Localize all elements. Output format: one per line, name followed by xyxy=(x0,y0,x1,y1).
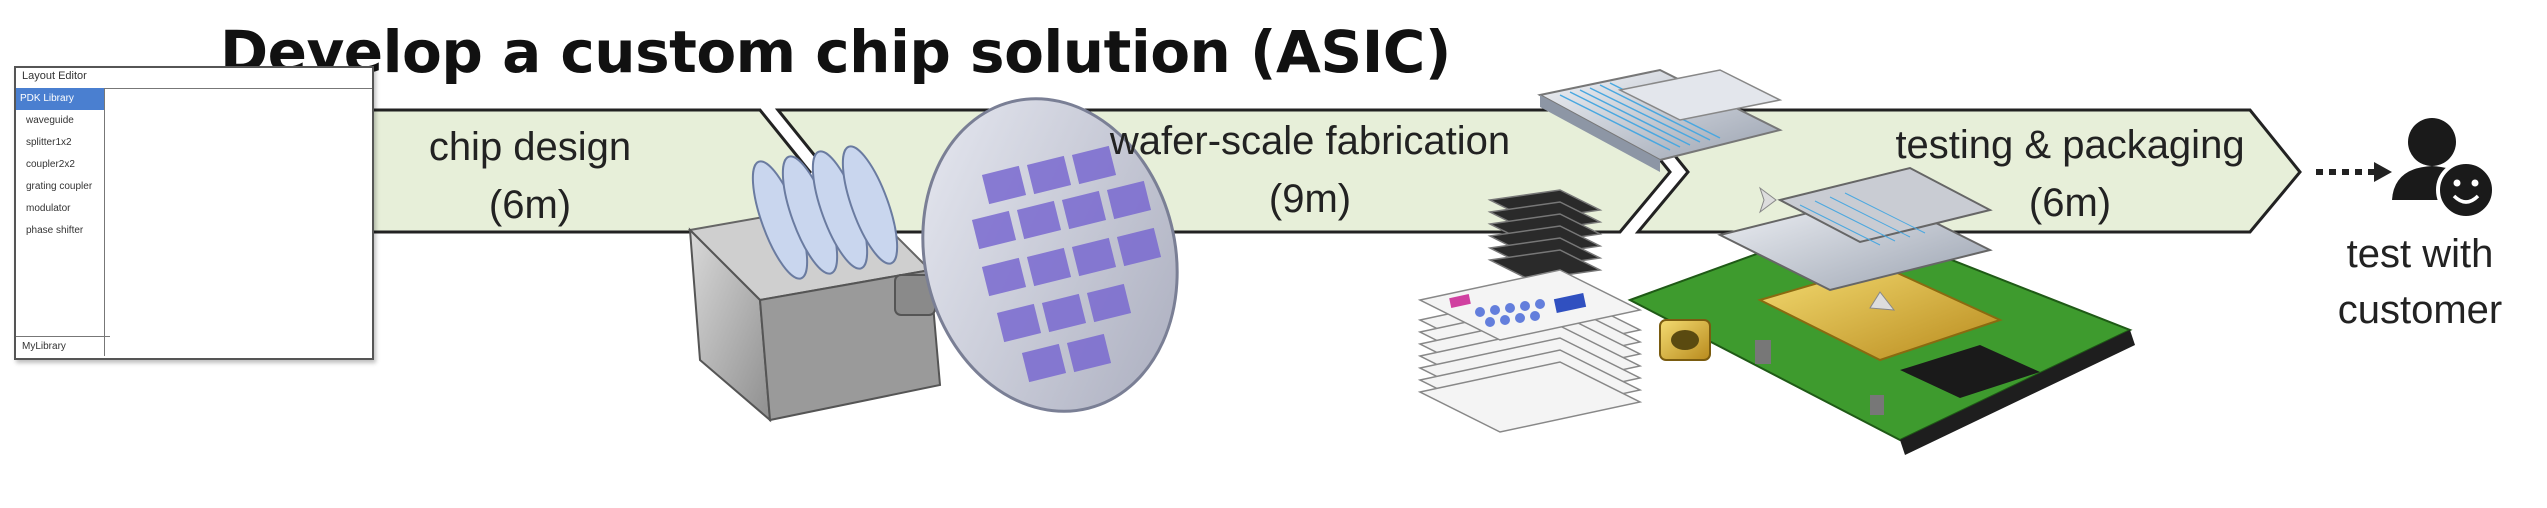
step-name: testing & packaging xyxy=(1895,123,2245,167)
photonic-chip-image xyxy=(1537,68,1783,172)
step-duration: (6m) xyxy=(488,183,572,227)
library-header: PDK Library xyxy=(16,88,104,110)
page-title: Develop a custom chip solution (ASIC) xyxy=(220,18,1451,86)
customer-label: test with customer xyxy=(2320,226,2520,338)
chip-stack-image xyxy=(1417,189,1643,433)
customer-label-line1: test with xyxy=(2346,232,2494,276)
library-item: coupler2x2 xyxy=(26,159,75,170)
library-item: grating coupler xyxy=(26,181,93,192)
customer-icon xyxy=(2392,118,2496,220)
wafer-cassette xyxy=(687,145,942,423)
wafer-image xyxy=(921,97,1179,413)
pcb-assembly-image xyxy=(1627,166,2135,455)
step-duration: (6m) xyxy=(2028,181,2112,225)
step-duration: (9m) xyxy=(1268,177,1352,221)
customer-label-line2: customer xyxy=(2337,288,2503,332)
step-chip-design: chip design (6m) xyxy=(380,118,680,234)
dotted-arrow xyxy=(2316,162,2392,182)
library-item: phase shifter xyxy=(26,225,84,236)
step-name: chip design xyxy=(428,125,632,169)
library-item: modulator xyxy=(26,203,71,214)
my-library-label: MyLibrary xyxy=(16,336,110,356)
component-library-list: PDK Library waveguide splitter1x2 couple… xyxy=(16,88,110,356)
layout-editor-window: Layout Editor PDK Library waveguide spli… xyxy=(14,66,374,360)
library-item: waveguide xyxy=(26,115,74,126)
step-testing: testing & packaging (6m) xyxy=(1860,116,2280,232)
step-name: wafer-scale fabrication xyxy=(1109,119,1511,163)
library-item: splitter1x2 xyxy=(26,137,72,148)
editor-title: Layout Editor xyxy=(16,68,372,89)
step-fabrication: wafer-scale fabrication (9m) xyxy=(1060,112,1560,228)
